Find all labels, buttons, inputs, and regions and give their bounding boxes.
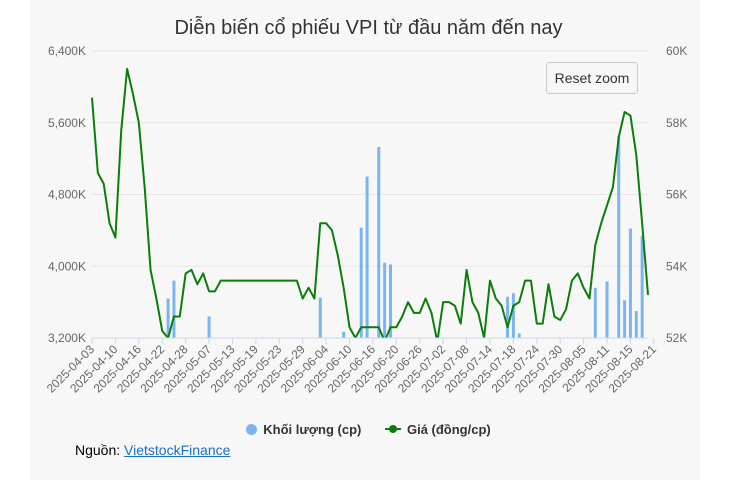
- y-left-tick-label: 3,200K: [48, 331, 86, 345]
- volume-bar[interactable]: [377, 146, 381, 338]
- volume-bar[interactable]: [172, 280, 176, 338]
- plot-area: [91, 67, 649, 342]
- y-left-tick-label: 4,800K: [48, 188, 86, 202]
- legend-volume-label: Khối lượng (cp): [263, 422, 362, 437]
- volume-bar[interactable]: [383, 262, 387, 338]
- chart-title: Diễn biến cổ phiếu VPI từ đầu năm đến na…: [174, 17, 563, 39]
- volume-bar[interactable]: [640, 235, 644, 338]
- y-right-tick-label: 56K: [666, 188, 687, 202]
- volume-bar[interactable]: [365, 176, 369, 338]
- legend-item-price[interactable]: Giá (đồng/cp): [384, 422, 491, 437]
- source-note: Nguồn: VietstockFinance: [75, 442, 230, 458]
- source-prefix: Nguồn:: [75, 442, 121, 458]
- y-right-tick-label: 52K: [666, 331, 687, 345]
- volume-bar[interactable]: [388, 264, 392, 338]
- volume-bar[interactable]: [628, 228, 632, 338]
- reset-zoom-button[interactable]: Reset zoom: [546, 62, 638, 94]
- y-left-tick-label: 6,400K: [48, 44, 86, 58]
- y-right-tick-label: 60K: [666, 44, 687, 58]
- y-left-tick-label: 4,000K: [48, 259, 86, 273]
- volume-bar[interactable]: [207, 316, 211, 338]
- volume-bar[interactable]: [517, 333, 521, 338]
- source-link[interactable]: VietstockFinance: [124, 442, 231, 458]
- volume-bar[interactable]: [342, 331, 346, 338]
- volume-bar[interactable]: [623, 300, 627, 338]
- volume-bar[interactable]: [318, 297, 322, 338]
- volume-bar[interactable]: [593, 287, 597, 338]
- volume-bar[interactable]: [634, 311, 638, 338]
- legend-volume-marker: [246, 424, 258, 435]
- y-left-tick-label: 5,600K: [48, 116, 86, 130]
- y-right-tick-label: 54K: [666, 259, 687, 273]
- volume-bar[interactable]: [605, 281, 609, 338]
- price-line[interactable]: [91, 67, 649, 342]
- volume-bar[interactable]: [166, 298, 170, 338]
- legend: Khối lượng (cp) Giá (đồng/cp): [0, 422, 737, 437]
- legend-price-label: Giá (đồng/cp): [406, 422, 491, 437]
- volume-bar[interactable]: [617, 136, 621, 338]
- y-right-tick-label: 58K: [666, 116, 687, 130]
- volume-bar[interactable]: [359, 227, 363, 338]
- volume-bar[interactable]: [511, 293, 515, 338]
- legend-price-marker: [384, 425, 401, 433]
- legend-item-volume[interactable]: Khối lượng (cp): [246, 422, 361, 437]
- volume-bar[interactable]: [506, 296, 510, 338]
